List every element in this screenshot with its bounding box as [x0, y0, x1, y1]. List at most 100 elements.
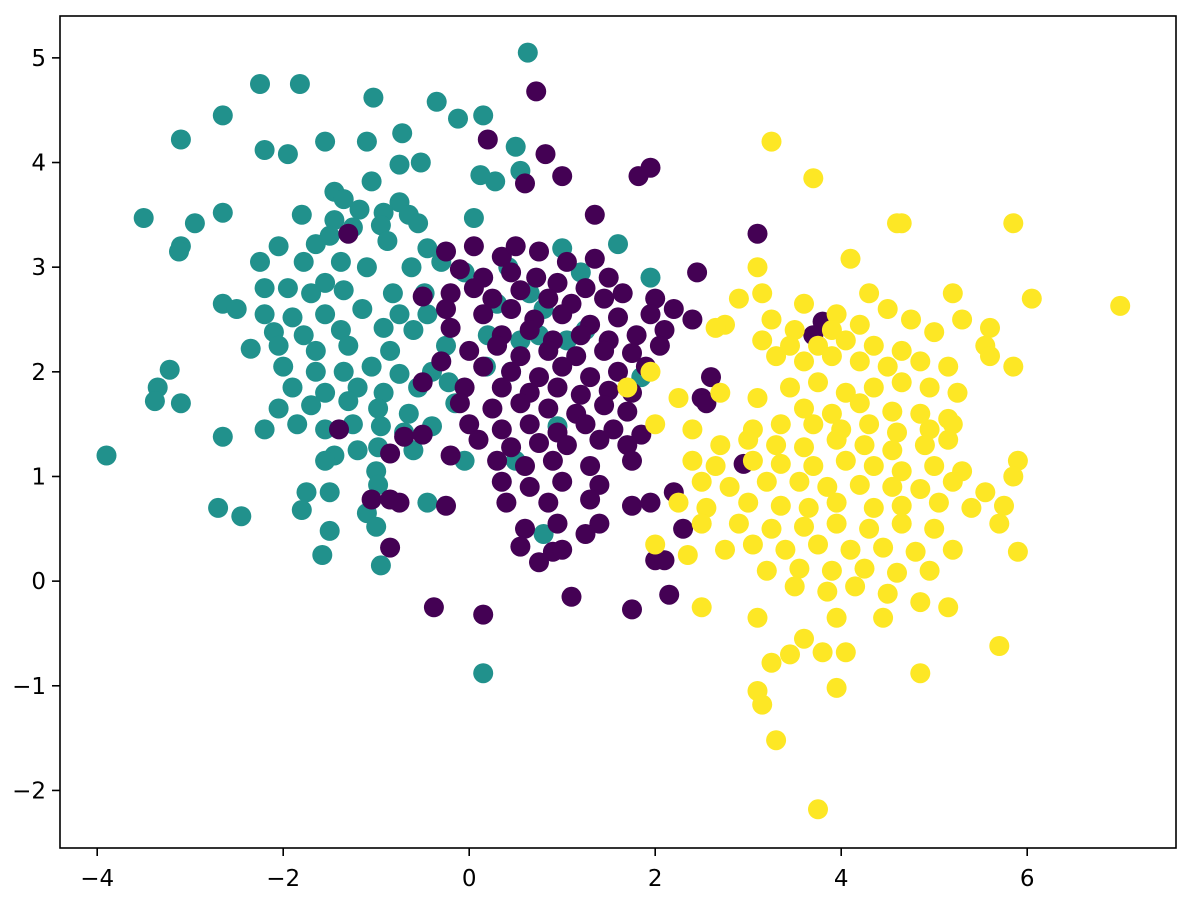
scatter-point [584, 204, 605, 225]
scatter-point [919, 419, 940, 440]
scatter-point [377, 231, 398, 251]
scatter-point [552, 304, 573, 325]
scatter-point [401, 257, 422, 278]
scatter-point [170, 129, 191, 150]
scatter-point [738, 429, 759, 450]
scatter-point [449, 259, 470, 280]
scatter-point [826, 492, 847, 513]
scatter-point [942, 539, 963, 560]
scatter-point [835, 330, 856, 351]
scatter-point [436, 299, 456, 319]
scatter-point [389, 363, 410, 384]
scatter-point [919, 560, 940, 581]
scatter-point [803, 168, 824, 189]
scatter-point [645, 414, 666, 435]
y-tick-label: 4 [31, 151, 46, 177]
scatter-point [873, 607, 894, 628]
scatter-point [575, 414, 596, 435]
scatter-point [766, 346, 787, 367]
scatter-point [640, 492, 661, 513]
scatter-point [910, 592, 931, 613]
scatter-point [1110, 295, 1131, 316]
scatter-point [510, 536, 531, 557]
scatter-point [770, 414, 791, 435]
scatter-point [529, 433, 549, 453]
scatter-point [473, 604, 494, 625]
scatter-point [775, 539, 796, 560]
scatter-point [380, 443, 401, 464]
scatter-point [840, 248, 861, 269]
scatter-point [738, 492, 759, 513]
scatter-point [710, 382, 731, 403]
scatter-point [473, 105, 494, 126]
scatter-point [547, 377, 568, 398]
scatter-point [268, 398, 289, 419]
scatter-point [715, 539, 735, 560]
scatter-point [289, 74, 310, 94]
scatter-point [538, 398, 559, 419]
scatter-point [877, 583, 898, 604]
scatter-point [463, 208, 484, 228]
scatter-point [575, 524, 596, 544]
scatter-point [910, 663, 931, 684]
scatter-point [254, 419, 275, 440]
scatter-point [603, 419, 624, 440]
scatter-point [491, 377, 512, 398]
scatter-point [212, 202, 233, 223]
scatter-point [423, 597, 444, 618]
scatter-point [231, 506, 252, 527]
scatter-point [663, 299, 684, 319]
scatter-point [594, 340, 615, 361]
scatter-point [701, 367, 721, 388]
y-tick-label: 5 [31, 46, 46, 72]
scatter-point [352, 299, 373, 319]
scatter-point [770, 495, 791, 516]
scatter-point [794, 437, 814, 458]
scatter-point [691, 597, 712, 618]
scatter-point [287, 414, 308, 435]
scatter-point [482, 398, 503, 419]
scatter-point [338, 335, 359, 356]
scatter-point [891, 513, 912, 534]
scatter-point [821, 403, 842, 424]
scatter-point [687, 262, 708, 283]
scatter-point [849, 351, 870, 372]
scatter-point [533, 524, 554, 544]
scatter-point [835, 642, 856, 663]
scatter-point [268, 335, 289, 356]
scatter-point [789, 471, 810, 492]
scatter-point [617, 435, 638, 456]
scatter-point [803, 414, 824, 435]
scatter-point [826, 607, 847, 628]
scatter-point [570, 384, 591, 405]
scatter-point [448, 108, 468, 129]
scatter-point [826, 304, 847, 325]
scatter-point [282, 307, 303, 328]
scatter-point [947, 382, 968, 403]
scatter-point [570, 262, 591, 283]
scatter-point [840, 539, 861, 560]
scatter-point [473, 304, 494, 325]
scatter-point [808, 335, 828, 356]
scatter-point [924, 518, 945, 539]
scatter-point [849, 314, 870, 335]
scatter-point [691, 471, 712, 492]
scatter-point [529, 241, 549, 262]
points-layer [96, 42, 1131, 820]
scatter-point [436, 241, 456, 262]
scatter-point [463, 236, 484, 257]
scatter-point [891, 340, 912, 361]
x-tick-label: 4 [834, 866, 849, 892]
scatter-point [1007, 541, 1028, 562]
scatter-point [798, 497, 819, 518]
scatter-point [293, 251, 314, 272]
scatter-point [877, 356, 898, 377]
scatter-point [1003, 356, 1024, 377]
scatter-point [349, 199, 370, 220]
scatter-point [552, 539, 573, 560]
scatter-point [477, 129, 498, 150]
scatter-point [975, 482, 996, 503]
scatter-point [682, 450, 703, 471]
scatter-point [784, 320, 805, 340]
scatter-point [622, 599, 642, 620]
